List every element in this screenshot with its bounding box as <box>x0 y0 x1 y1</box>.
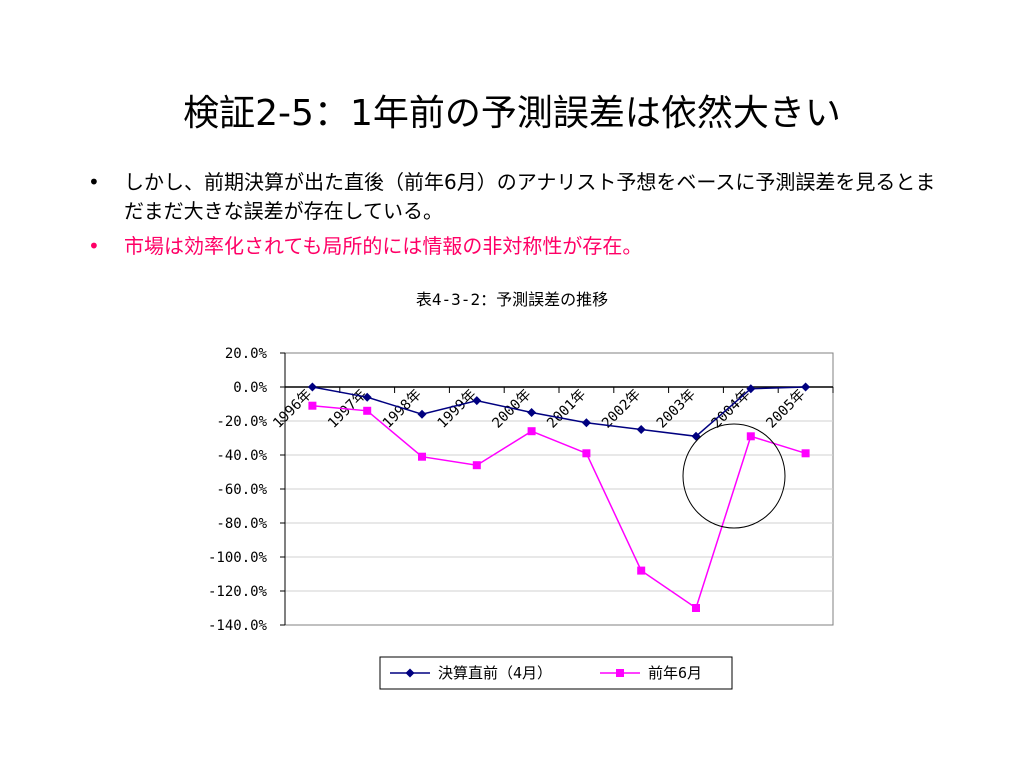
bullet-marker: • <box>88 170 100 194</box>
data-point-april <box>417 409 427 419</box>
legend-label-prev-june: 前年6月 <box>648 664 702 682</box>
bullet-marker: • <box>88 234 100 258</box>
data-point-april <box>472 396 482 406</box>
data-point-april <box>801 382 811 392</box>
data-point-prev-june <box>527 427 536 436</box>
bullet-text: 市場は効率化されても局所的には情報の非対称性が存在。 <box>124 234 643 258</box>
data-point-prev-june <box>472 461 481 470</box>
data-point-prev-june <box>308 401 317 410</box>
data-point-prev-june <box>637 566 646 575</box>
series-line-april <box>312 386 806 438</box>
data-point-april <box>307 382 317 392</box>
y-tick-label: -100.0% <box>208 550 268 566</box>
legend <box>379 656 733 690</box>
data-point-prev-june <box>363 406 372 415</box>
legend-marker-prev-june <box>616 669 624 677</box>
data-point-prev-june <box>746 432 755 441</box>
y-tick-label: -20.0% <box>216 414 267 430</box>
series-line-prev-june <box>312 404 806 610</box>
slide-title: 検証2-5：1年前の予測誤差は依然大きい <box>183 93 841 134</box>
y-tick-label: -40.0% <box>216 448 267 464</box>
bullet-item-2: • 市場は効率化されても局所的には情報の非対称性が存在。 <box>88 232 938 261</box>
data-point-prev-june <box>692 604 700 612</box>
data-point-april <box>581 418 591 428</box>
bullet-text: しかし、前期決算が出た直後（前年6月）のアナリスト予想をベースに予測誤差を見ると… <box>124 170 936 223</box>
y-tick-label: 0.0% <box>233 380 267 396</box>
y-tick-label: -60.0% <box>216 482 267 498</box>
data-point-april <box>746 384 756 394</box>
data-point-april <box>636 425 646 434</box>
y-tick-label: -140.0% <box>208 618 268 634</box>
y-tick-label: 20.0% <box>225 346 268 362</box>
data-point-prev-june <box>418 452 426 461</box>
data-point-april <box>362 392 372 402</box>
data-point-prev-june <box>801 449 810 458</box>
legend-label-april: 決算直前（4月） <box>438 664 552 682</box>
y-tick-label: -80.0% <box>216 516 267 532</box>
highlight-ellipse <box>682 423 786 529</box>
bullet-item-1: • しかし、前期決算が出た直後（前年6月）のアナリスト予想をベースに予測誤差を見… <box>88 168 938 226</box>
y-tick-label: -120.0% <box>208 584 268 600</box>
legend-marker-april <box>405 668 415 678</box>
data-point-april <box>527 408 537 417</box>
bullet-list: • しかし、前期決算が出た直後（前年6月）のアナリスト予想をベースに予測誤差を見… <box>88 168 938 267</box>
chart-title: 表4-3-2：予測誤差の推移 <box>415 290 609 309</box>
data-point-prev-june <box>582 449 591 458</box>
